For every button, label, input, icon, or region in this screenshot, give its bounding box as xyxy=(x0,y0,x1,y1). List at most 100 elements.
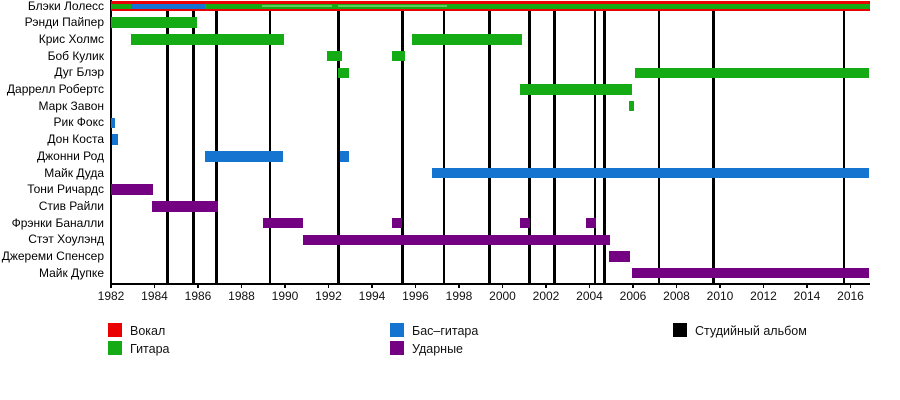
album-line xyxy=(842,1,846,283)
axis-tick xyxy=(240,283,243,288)
member-bar-bass xyxy=(431,167,869,179)
axis-tick xyxy=(371,283,373,288)
member-label: Блэки Лолесс xyxy=(27,0,104,13)
axis-tick xyxy=(153,283,156,288)
member-bar-drums xyxy=(303,234,611,246)
axis-tick xyxy=(197,283,199,288)
axis-tick xyxy=(414,283,417,288)
axis-tick-label: 1990 xyxy=(271,289,299,303)
member-bar-guitar xyxy=(327,50,342,62)
album-line xyxy=(337,1,340,283)
member-bar-guitar xyxy=(391,50,405,62)
member-label: Стэт Хоулэнд xyxy=(28,232,104,247)
member-bar-guitar xyxy=(111,3,131,9)
member-bar-drums xyxy=(111,184,154,195)
member-bar-guitar xyxy=(130,34,284,45)
axis-tick xyxy=(501,283,504,288)
member-bar-guitar_light xyxy=(338,5,448,7)
album-line xyxy=(166,1,169,283)
album-line xyxy=(442,1,446,283)
member-bar-drums xyxy=(586,217,597,229)
member-bar-drums xyxy=(263,217,304,229)
member-bar-guitar xyxy=(204,3,871,9)
album-line xyxy=(268,1,272,283)
axis-tick-label: 1984 xyxy=(141,289,168,303)
legend-label: Ударные xyxy=(412,342,464,356)
member-label: Рик Фокс xyxy=(53,115,104,130)
axis-tick xyxy=(327,283,330,288)
album-line xyxy=(593,1,597,283)
legend-swatch-album xyxy=(673,323,687,337)
member-bar-bass xyxy=(111,117,116,129)
axis-tick-label: 2016 xyxy=(837,289,864,303)
legend-swatch-bass xyxy=(390,323,404,337)
member-label: Тони Ричардс xyxy=(27,182,104,197)
member-label: Боб Кулик xyxy=(47,48,104,63)
album-line xyxy=(401,1,404,283)
album-line xyxy=(192,1,195,283)
member-bar-guitar xyxy=(519,84,632,95)
member-label: Дон Коста xyxy=(47,132,104,147)
axis-tick xyxy=(632,283,634,288)
member-bar-drums xyxy=(631,267,869,279)
member-bar-bass xyxy=(204,151,283,162)
axis-tick-label: 1982 xyxy=(97,289,125,303)
member-bar-guitar xyxy=(635,67,869,79)
member-label: Марк Завон xyxy=(38,98,104,113)
axis-tick-label: 1992 xyxy=(315,289,342,303)
axis-tick xyxy=(588,283,591,288)
axis-tick-label: 1994 xyxy=(358,289,386,303)
legend-label: Гитара xyxy=(130,342,170,356)
legend-swatch-vocals xyxy=(108,323,122,337)
member-bar-drums xyxy=(391,217,403,229)
member-bar-bass xyxy=(340,151,350,162)
axis-tick-label: 2008 xyxy=(663,289,690,303)
album-line xyxy=(603,1,606,283)
album-line xyxy=(215,1,218,283)
axis-tick xyxy=(806,283,808,288)
axis-tick xyxy=(284,283,286,288)
member-label: Дуг Блэр xyxy=(54,65,104,80)
axis-tick xyxy=(458,283,460,288)
member-bar-drums xyxy=(519,217,530,229)
member-label: Майк Дупке xyxy=(38,265,104,280)
legend-swatch-drums xyxy=(390,341,404,355)
legend-label: Бас–гитара xyxy=(412,324,479,338)
legend-label: Вокал xyxy=(130,324,166,338)
member-label: Даррелл Робертс xyxy=(6,82,104,96)
legend-swatch-guitar xyxy=(108,341,122,355)
x-axis-line xyxy=(110,283,870,285)
album-line xyxy=(657,1,661,283)
member-bar-drums xyxy=(152,201,218,212)
legend-label: Студийный альбом xyxy=(695,324,807,338)
axis-tick xyxy=(675,283,678,288)
member-bar-drums xyxy=(609,251,630,262)
axis-tick xyxy=(110,283,112,288)
album-line xyxy=(528,1,531,283)
axis-tick-label: 2014 xyxy=(793,289,821,303)
axis-tick-label: 2012 xyxy=(750,289,777,303)
member-bar-bass xyxy=(112,134,118,145)
axis-tick-label: 2002 xyxy=(532,289,560,303)
axis-tick-label: 1988 xyxy=(228,289,255,303)
axis-tick xyxy=(762,283,765,288)
member-label: Фрэнки Баналли xyxy=(11,215,104,230)
member-label: Крис Холмс xyxy=(38,31,104,46)
axis-tick-label: 1996 xyxy=(402,289,429,303)
plot-left-border xyxy=(110,0,112,283)
album-line xyxy=(712,1,715,283)
axis-tick-label: 1998 xyxy=(445,289,473,303)
member-bar-bass xyxy=(130,3,205,9)
member-bar-guitar xyxy=(111,17,197,28)
member-label: Джереми Спенсер xyxy=(1,249,104,263)
axis-tick xyxy=(849,283,852,288)
axis-tick-label: 2000 xyxy=(489,289,516,303)
member-label: Рэнди Пайпер xyxy=(24,15,104,30)
axis-tick-label: 2006 xyxy=(619,289,647,303)
album-line xyxy=(553,1,556,283)
member-label: Майк Дуда xyxy=(44,165,104,180)
member-label: Джонни Род xyxy=(36,148,104,163)
member-bar-guitar_light xyxy=(262,5,332,7)
member-label: Стив Райли xyxy=(38,198,104,213)
